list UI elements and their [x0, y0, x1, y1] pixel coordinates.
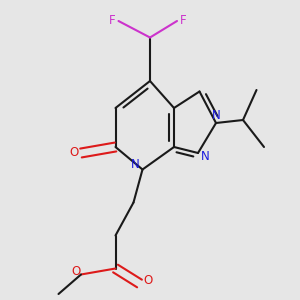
- Text: N: N: [212, 109, 220, 122]
- Text: N: N: [201, 149, 210, 163]
- Text: O: O: [72, 265, 81, 278]
- Text: F: F: [109, 14, 115, 28]
- Text: O: O: [69, 146, 78, 160]
- Text: O: O: [144, 274, 153, 287]
- Text: F: F: [180, 14, 187, 28]
- Text: N: N: [130, 158, 140, 172]
